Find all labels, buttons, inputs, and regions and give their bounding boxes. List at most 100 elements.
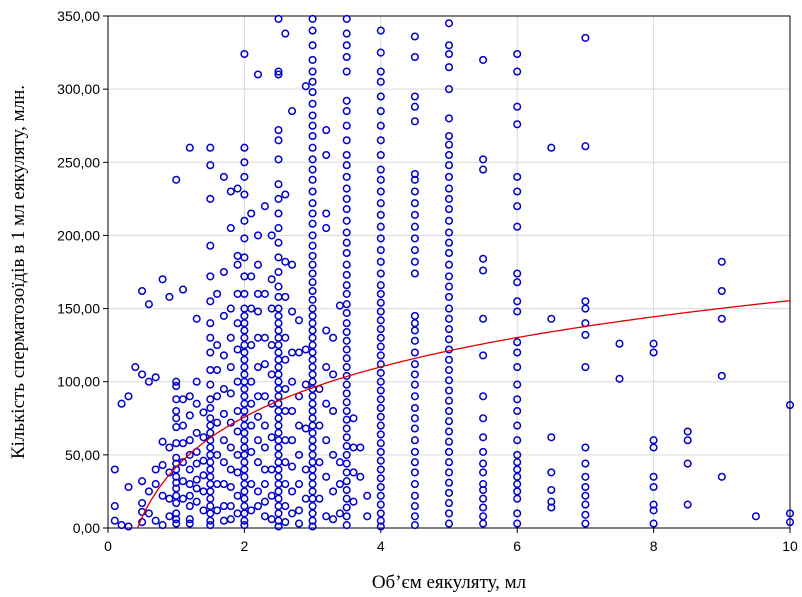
data-point	[185, 411, 194, 420]
data-point	[274, 14, 283, 23]
data-point	[444, 205, 454, 214]
data-point	[322, 436, 331, 445]
data-point	[322, 150, 331, 160]
data-point	[342, 248, 351, 258]
data-point	[274, 465, 283, 474]
data-point	[206, 241, 215, 250]
data-point	[615, 374, 624, 383]
data-point	[274, 392, 283, 401]
data-point	[410, 336, 419, 345]
data-point	[206, 414, 215, 423]
data-point	[226, 389, 235, 398]
data-point	[444, 140, 454, 149]
data-point	[274, 384, 283, 394]
data-point	[342, 450, 351, 459]
data-point	[547, 497, 556, 506]
data-point	[349, 443, 358, 452]
data-point	[444, 63, 454, 72]
data-point	[124, 392, 133, 401]
data-point	[226, 333, 235, 342]
data-point	[308, 465, 317, 474]
data-point	[342, 300, 351, 309]
data-point	[479, 447, 488, 456]
data-point	[308, 219, 317, 228]
data-point	[410, 403, 419, 413]
data-point	[247, 304, 256, 313]
data-point	[342, 380, 351, 389]
data-point	[213, 418, 222, 427]
data-point	[274, 487, 283, 496]
x-tick-label: 10	[782, 538, 798, 554]
data-point	[479, 459, 488, 468]
data-point	[253, 487, 263, 496]
data-point	[185, 450, 194, 459]
data-point	[329, 487, 338, 496]
data-point	[308, 155, 317, 164]
data-point	[185, 519, 194, 528]
data-point	[213, 480, 222, 489]
data-point	[410, 447, 419, 456]
data-point	[315, 494, 324, 503]
data-point	[410, 326, 419, 335]
data-point	[308, 509, 317, 518]
data-point	[581, 472, 590, 481]
data-point	[219, 458, 228, 467]
data-point	[294, 480, 304, 489]
data-point	[376, 439, 385, 448]
data-point	[219, 172, 228, 181]
data-point	[226, 187, 235, 196]
data-point	[274, 209, 283, 218]
data-point	[479, 314, 488, 323]
data-point	[151, 465, 160, 474]
data-point	[199, 408, 208, 417]
data-point	[444, 488, 454, 497]
data-point	[206, 472, 215, 481]
y-tick-label: 50,00	[65, 447, 100, 463]
data-point	[649, 472, 658, 481]
data-point	[581, 33, 590, 42]
data-point	[649, 500, 658, 509]
data-point	[206, 395, 215, 404]
x-tick-label: 2	[241, 538, 249, 554]
data-point	[151, 516, 160, 525]
data-point	[308, 370, 317, 379]
data-point	[308, 41, 317, 50]
data-point	[206, 319, 215, 328]
data-point	[444, 458, 454, 467]
data-point	[513, 269, 522, 278]
data-point	[444, 478, 454, 487]
data-point	[479, 254, 488, 263]
data-point	[192, 484, 201, 493]
data-point	[342, 494, 351, 503]
data-point	[158, 437, 167, 446]
data-point	[479, 512, 488, 521]
data-point	[444, 396, 454, 405]
data-point	[233, 427, 242, 436]
data-point	[274, 406, 283, 416]
data-point	[444, 248, 454, 258]
data-point	[274, 326, 283, 335]
data-point	[376, 403, 385, 413]
data-point	[185, 515, 194, 524]
data-point	[444, 292, 454, 301]
data-point	[479, 433, 488, 442]
data-point	[376, 67, 385, 76]
data-point	[649, 519, 658, 528]
data-point	[717, 472, 726, 481]
data-point	[342, 172, 351, 181]
data-point	[513, 120, 522, 129]
data-point	[315, 458, 324, 467]
y-tick-label: 0,00	[73, 520, 100, 536]
data-point	[206, 403, 215, 413]
data-point	[206, 502, 215, 511]
data-point	[717, 371, 726, 380]
data-point	[267, 275, 276, 284]
data-point	[376, 175, 385, 184]
data-point	[110, 516, 119, 525]
data-point	[683, 436, 692, 445]
data-point	[274, 355, 283, 364]
data-point	[342, 205, 351, 214]
data-point	[267, 370, 276, 379]
data-point	[342, 194, 351, 203]
data-point	[308, 348, 317, 357]
